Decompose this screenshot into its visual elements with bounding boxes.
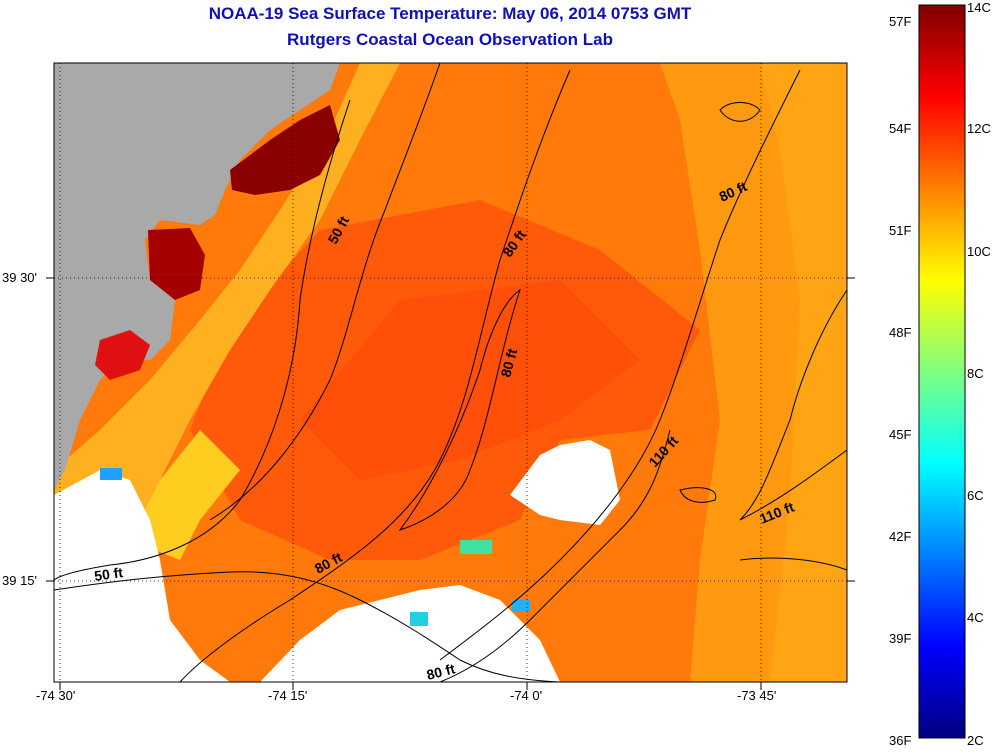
colorbar-c-label: 4C — [967, 610, 984, 625]
warm-patch-north — [230, 105, 340, 195]
bathymetry-contours — [54, 63, 847, 682]
colorbar-f-label: 39F — [889, 631, 912, 646]
colorbar-f-label: 36F — [889, 733, 912, 748]
contour-label: 50 ft — [93, 564, 124, 584]
no-data-southwest — [54, 470, 230, 682]
cloud-edge-1 — [460, 540, 492, 554]
contour-label: 80 ft — [497, 347, 520, 379]
graticule — [54, 63, 847, 682]
colorbar-c-label: 6C — [967, 488, 984, 503]
colorbar-f-label: 51F — [889, 223, 912, 238]
coastal-band — [54, 63, 400, 580]
no-data-cloud — [510, 440, 620, 525]
colorbar-c-label: 14C — [967, 0, 991, 15]
contour-label: 80 ft — [425, 660, 457, 683]
colorbar-f-label: 48F — [889, 325, 912, 340]
ocean-core-deep — [300, 280, 640, 480]
colorbar-frame — [918, 4, 966, 739]
colorbar-c-label: 8C — [967, 366, 984, 381]
lon-tick-label: -74 0' — [510, 688, 543, 703]
colorbar-c-label: 2C — [967, 733, 984, 748]
warm-patch-south — [95, 330, 150, 380]
coastal-yellow — [130, 430, 240, 560]
colorbar — [919, 5, 965, 738]
lon-tick-label: -74 15' — [268, 688, 308, 703]
colorbar-f-label: 57F — [889, 14, 912, 29]
land-mass — [54, 63, 340, 490]
ocean-east-lighter — [760, 63, 847, 682]
colorbar-c-label: 12C — [967, 121, 991, 136]
axis-ticks — [46, 277, 855, 690]
lat-tick-label: 39 30' — [2, 270, 38, 285]
lon-tick-label: -73 45' — [737, 688, 777, 703]
cloud-edge-4 — [100, 468, 122, 480]
colorbar-f-label: 42F — [889, 529, 912, 544]
page-title: NOAA-19 Sea Surface Temperature: May 06,… — [208, 4, 692, 23]
cloud-edge-2 — [410, 612, 428, 626]
colorbar-f-label: 45F — [889, 427, 912, 442]
map-field — [54, 63, 847, 682]
cloud-edge-3 — [512, 600, 530, 612]
colorbar-c-label: 10C — [967, 244, 991, 259]
colorbar-f-label: 54F — [889, 121, 912, 136]
warm-patch-mid — [148, 228, 205, 300]
map-frame — [53, 62, 848, 683]
lon-tick-label: -74 30' — [36, 688, 76, 703]
page-subtitle: Rutgers Coastal Ocean Observation Lab — [287, 30, 613, 49]
lat-tick-label: 39 15' — [2, 573, 38, 588]
